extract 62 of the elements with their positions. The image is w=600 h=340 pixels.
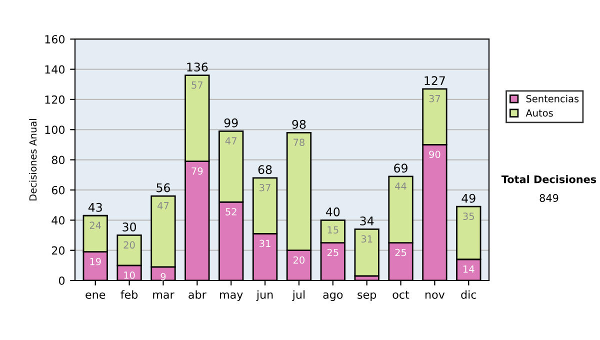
x-tick-label: nov [426,292,445,299]
x-tick-label: feb [120,290,138,299]
legend-label: Sentencias [526,94,579,102]
x-tick-label: abr [188,290,206,299]
total-label: 136 [187,62,208,72]
data-label: 44 [395,182,406,190]
total-label: 69 [394,164,408,173]
x-tick-label: oct [392,290,410,299]
y-tick-label: 0 [58,276,65,285]
total-label: 56 [156,183,170,192]
y-tick-label: 60 [52,186,65,194]
data-label: 31 [361,235,372,243]
y-tick-label: 80 [52,156,65,164]
text: 849 [540,194,558,202]
x-tick-label: jul [292,290,305,301]
data-label: 24 [90,222,101,229]
x-tick-label: ago [323,292,343,301]
x-tick-label: ene [86,292,106,299]
x-tick-label: mar [153,292,174,299]
data-label: 10 [124,271,135,279]
data-label: 25 [327,248,338,256]
data-label: 78 [294,138,304,146]
data-label: 25 [395,248,406,256]
data-label: 20 [124,241,135,249]
data-label: 31 [260,240,270,248]
x-tick-label: may [220,292,243,301]
legend-label: Autos [526,109,553,117]
total-label: 99 [224,118,238,128]
data-label: 37 [260,184,270,192]
total-label: 30 [122,222,136,232]
data-label: 15 [328,226,338,234]
data-label: 47 [158,202,169,210]
total-label: 68 [258,165,272,174]
total-label: 40 [326,207,340,216]
y-tick-label: 140 [45,65,65,74]
bar [354,228,380,277]
y-tick-label: 120 [45,95,65,104]
data-label: 79 [192,167,203,175]
data-label: 35 [463,212,474,220]
y-tick-label: 160 [45,35,65,44]
x-tick-label: dic [461,290,476,299]
total-label: 98 [292,120,306,129]
total-label: 43 [88,202,102,212]
data-label: 52 [226,208,236,216]
x-tick-label: jun [256,290,273,301]
data-label: 20 [293,256,305,264]
data-label: 37 [429,94,440,102]
total-label: 49 [462,194,476,203]
data-label: 47 [225,137,236,144]
y-tick-label: 100 [45,126,65,134]
y-tick-label: 20 [52,246,65,255]
data-label: 57 [192,81,203,89]
y-tick-label: 40 [52,216,65,225]
data-label: 90 [429,150,440,158]
text: Total Decisiones [501,175,596,184]
total-label: 34 [360,216,374,226]
total-label: 127 [424,76,445,85]
data-label: 19 [90,258,101,266]
data-label: 9 [160,272,166,280]
x-tick-label: sep [358,292,376,301]
y-axis-title: Decisiones Anual [29,119,37,200]
data-label: 14 [464,266,474,273]
